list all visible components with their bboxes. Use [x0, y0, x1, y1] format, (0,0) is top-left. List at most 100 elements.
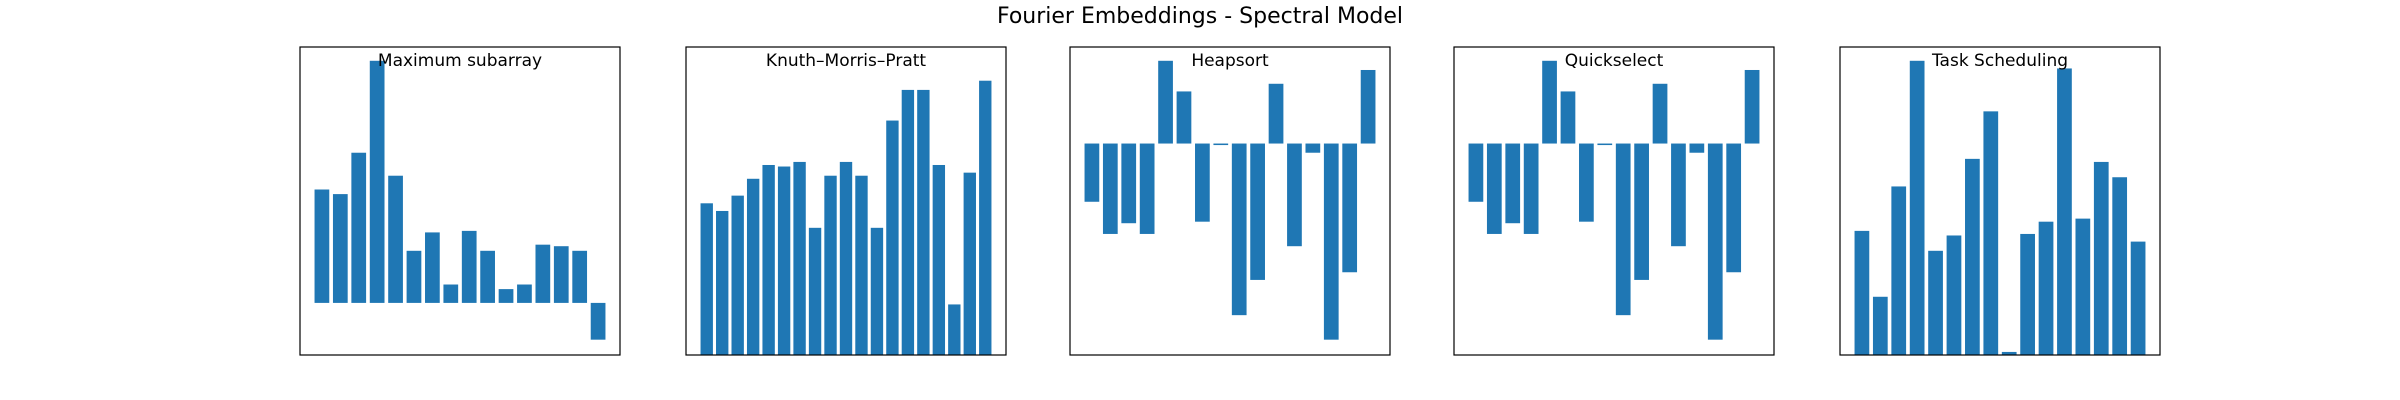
bar	[2130, 241, 2146, 355]
bar	[901, 89, 915, 356]
axes-title: Heapsort	[1191, 51, 1269, 71]
bar	[932, 164, 946, 355]
bar	[1486, 143, 1502, 234]
bar	[1231, 143, 1247, 316]
bar	[498, 289, 514, 303]
bar	[2057, 68, 2072, 356]
bar	[443, 284, 459, 303]
bar	[480, 250, 495, 303]
bar	[1707, 143, 1723, 340]
bar	[1542, 60, 1557, 144]
bar	[855, 175, 868, 355]
bar	[1615, 143, 1631, 316]
bar	[731, 195, 744, 355]
bar	[1854, 230, 1870, 355]
bar	[1891, 186, 1907, 355]
bar	[406, 250, 422, 303]
bar	[824, 175, 837, 355]
bar	[1560, 91, 1576, 144]
bar	[2093, 161, 2109, 355]
bar	[553, 246, 569, 303]
bars	[1468, 60, 1760, 340]
bar	[1505, 143, 1521, 224]
bar	[351, 152, 367, 303]
bar	[2038, 221, 2054, 355]
bars	[1854, 60, 2146, 356]
bar	[1323, 143, 1339, 340]
bar	[963, 172, 976, 355]
bar	[461, 230, 477, 303]
bar	[1523, 143, 1539, 234]
axes-title: Quickselect	[1565, 51, 1664, 71]
bars	[700, 80, 992, 356]
bar	[1250, 143, 1265, 280]
bar	[746, 178, 760, 355]
bar	[1872, 296, 1888, 355]
bar	[793, 161, 806, 355]
axes-frame	[1453, 46, 1775, 356]
bar	[388, 175, 403, 303]
bar	[1195, 143, 1210, 222]
bar	[762, 164, 775, 355]
bar	[1983, 111, 1999, 355]
bar	[1305, 143, 1321, 153]
bar	[1102, 143, 1118, 234]
bar	[1965, 158, 1980, 355]
bar	[1579, 143, 1594, 222]
bar	[1946, 235, 1962, 355]
bar	[590, 302, 606, 340]
bar	[1158, 60, 1173, 144]
axes-frame	[685, 46, 1007, 356]
axes-frame	[1069, 46, 1391, 356]
bar	[839, 161, 853, 355]
bar	[1909, 60, 1925, 355]
bar	[425, 232, 440, 303]
bar	[979, 80, 992, 356]
bar	[1287, 143, 1302, 247]
bar	[808, 227, 822, 355]
bar	[870, 227, 884, 355]
bar	[1689, 143, 1705, 153]
axes-frame	[1839, 46, 2161, 356]
bar	[2020, 233, 2035, 355]
bar	[517, 284, 532, 303]
axes-title: Knuth–Morris–Pratt	[766, 51, 926, 71]
bar	[572, 250, 588, 303]
bar	[1176, 91, 1192, 144]
bar	[1671, 143, 1686, 247]
bar	[1744, 69, 1760, 144]
bar	[1597, 143, 1613, 146]
bar	[777, 166, 791, 355]
bar	[917, 89, 930, 356]
bar	[1121, 143, 1137, 224]
bars	[314, 60, 606, 340]
bar	[2075, 218, 2091, 355]
bar	[1342, 143, 1358, 273]
bar	[2001, 351, 2017, 355]
bar	[369, 60, 385, 303]
bar	[1928, 250, 1943, 355]
axes-title: Maximum subarray	[378, 51, 542, 71]
bar	[1084, 143, 1100, 202]
bar	[1360, 69, 1376, 144]
bar	[332, 194, 348, 303]
bar	[886, 120, 899, 355]
bar	[700, 203, 713, 355]
figure-title: Fourier Embeddings - Spectral Model	[997, 4, 1403, 29]
bar	[1468, 143, 1484, 202]
axes-frame	[299, 46, 621, 356]
bar	[2112, 177, 2128, 355]
bar	[1139, 143, 1155, 234]
bar	[1726, 143, 1742, 273]
bar	[314, 189, 330, 303]
bar	[716, 210, 729, 355]
bar	[948, 304, 961, 355]
bar	[1652, 83, 1668, 144]
bar	[1634, 143, 1649, 280]
bar	[1213, 143, 1229, 146]
bar	[1268, 83, 1284, 144]
bar	[535, 244, 551, 303]
bars	[1084, 60, 1376, 340]
